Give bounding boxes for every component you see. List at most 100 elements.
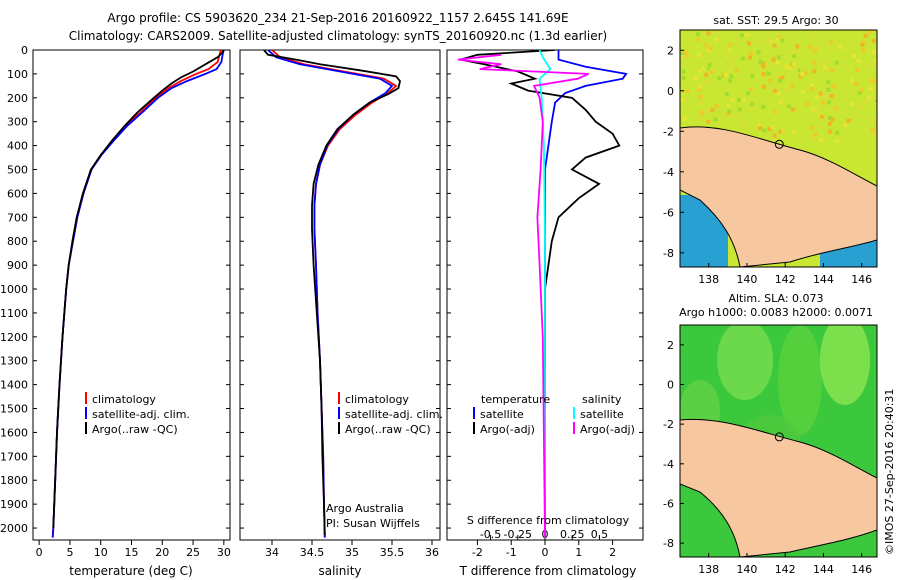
sst-pixel (812, 69, 817, 74)
sst-pixel (724, 92, 729, 97)
map-y-tick-label: -6 (663, 206, 674, 219)
sst-pixel (784, 64, 788, 69)
map-x-tick-label: 144 (813, 563, 834, 576)
x-tick-label: -0.5 (480, 528, 501, 541)
sst-pixel (867, 30, 872, 35)
sst-pixel (771, 47, 776, 52)
sst-pixel (698, 100, 703, 105)
sst-pixel (750, 74, 755, 79)
depth-tick-label: 2000 (0, 522, 28, 535)
sst-pixel (871, 39, 876, 44)
map-y-tick-label: 2 (667, 44, 674, 57)
sst-pixel (728, 43, 733, 48)
depth-axis: 0 100 200 300 400 500 600 700 800 900 1000 1100 1200… (0, 44, 643, 535)
sst-pixel (818, 91, 823, 96)
temperature-legend: climatology satellite-adj. clim. Argo(..… (85, 392, 190, 436)
sst-pixel (770, 86, 775, 91)
sst-pixel (868, 65, 873, 70)
sst-pixel (737, 107, 742, 112)
sst-pixel (767, 127, 772, 132)
sst-pixel (727, 109, 732, 114)
sst-pixel (776, 91, 781, 96)
sst-pixel (680, 55, 685, 59)
sst-pixel (866, 118, 871, 123)
sst-pixel (712, 30, 717, 35)
series-line-argo-raw-qc- (263, 50, 401, 536)
sst-pixel (861, 48, 866, 53)
sst-pixel (681, 113, 686, 118)
sst-pixel (778, 129, 783, 134)
sst-pixel (756, 50, 761, 55)
depth-tick-label: 0 (21, 44, 28, 57)
depth-tick-label: 1600 (0, 426, 28, 439)
sst-pixel (773, 109, 778, 114)
sst-pixel (826, 80, 831, 85)
map-y-tick-label: -4 (663, 458, 674, 471)
x-tick-label: 34.5 (300, 546, 325, 559)
sst-map-title: sat. SST: 29.5 Argo: 30 (713, 14, 838, 27)
sst-pixel (734, 68, 739, 73)
temperature-x-axis: 0 5 10 15 20 25 30 (36, 540, 231, 559)
sst-pixel (854, 134, 859, 139)
sst-pixel (703, 57, 708, 62)
sst-pixel (810, 84, 815, 88)
sla-anomaly-blob (717, 325, 773, 400)
map-x-tick-label: 146 (851, 273, 872, 286)
sst-pixel (724, 72, 728, 77)
sla-anomaly-blob (820, 325, 870, 405)
sst-pixel (730, 98, 735, 103)
imos-stamp: ©IMOS 27-Sep-2016 20:40:31 (883, 389, 896, 555)
sst-pixel (870, 128, 875, 133)
sst-pixel (680, 83, 684, 88)
sst-pixel (813, 48, 818, 53)
sst-pixel (792, 130, 797, 135)
salinity-x-axis: 34 34.5 35 35.5 36 (265, 540, 439, 559)
sst-pixel (770, 136, 775, 141)
sst-pixel (683, 117, 687, 122)
sst-pixel (758, 126, 763, 131)
header-line1: Argo profile: CS 5903620_234 21-Sep-2016… (107, 11, 568, 25)
argo-location-marker (774, 139, 784, 149)
sst-pixel (821, 100, 826, 105)
sst-map (680, 30, 877, 267)
sst-pixel (802, 39, 807, 44)
sst-pixel (858, 95, 863, 100)
depth-tick-label: 800 (7, 235, 28, 248)
sst-pixel (822, 65, 827, 70)
sst-pixel (704, 72, 709, 77)
series-line-argo-raw-qc- (52, 50, 225, 529)
legend-label-t-satellite: satellite (480, 408, 524, 421)
temperature-series (51, 50, 225, 538)
sst-pixel (705, 110, 710, 115)
sst-pixel (809, 38, 814, 43)
x-tick-label: 36 (425, 546, 439, 559)
sst-pixel (827, 121, 832, 126)
sst-pixel (740, 56, 745, 61)
sst-pixel (869, 97, 874, 101)
sst-pixel (737, 98, 742, 103)
map-y-tick-label: -8 (663, 537, 674, 550)
sst-pixel (696, 37, 701, 42)
sst-pixel (828, 129, 833, 134)
sst-pixel (761, 72, 766, 77)
sst-pixel (837, 44, 842, 49)
depth-tick-label: 1400 (0, 379, 28, 392)
sst-pixel (691, 58, 696, 63)
legend-label-climatology: climatology (345, 393, 409, 406)
sst-pixel (831, 84, 836, 89)
sst-pixel (696, 47, 701, 52)
sst-pixel (812, 60, 817, 65)
legend-label-satellite: satellite-adj. clim. (92, 408, 190, 421)
sst-pixel (703, 64, 708, 69)
sst-pixel (775, 37, 780, 42)
t-difference-xlabel: T difference from climatology (459, 564, 637, 578)
sst-pixel (827, 116, 832, 121)
sst-pixel (748, 55, 752, 60)
sst-pixel (749, 102, 754, 107)
sst-pixel (778, 99, 783, 104)
sst-pixel (748, 87, 753, 92)
salinity-legend: climatology satellite-adj. clim. Argo(..… (326, 392, 443, 530)
sst-pixel (733, 114, 738, 119)
sst-pixel (805, 102, 810, 106)
